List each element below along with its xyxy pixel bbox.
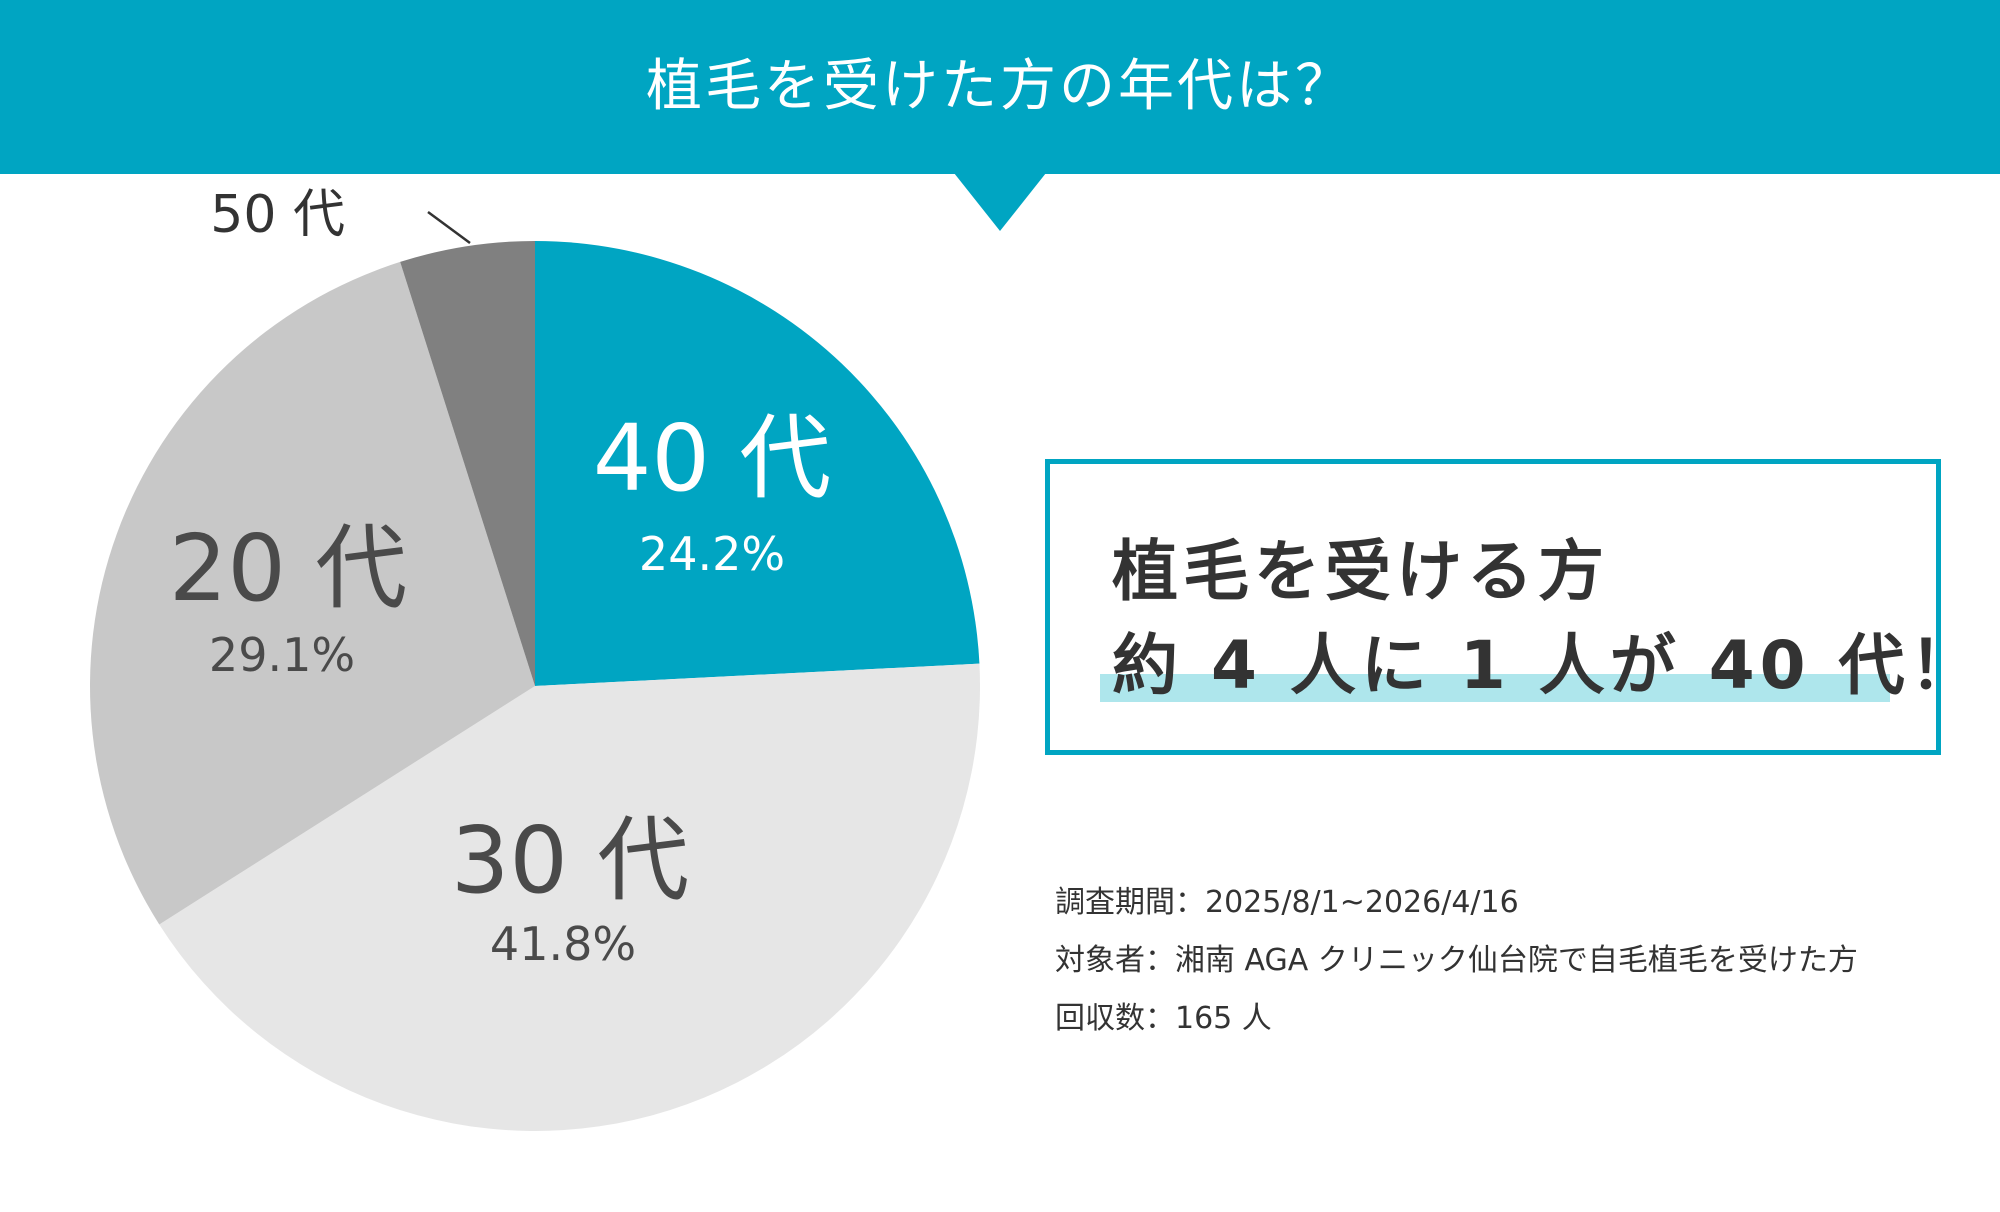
pie-slice-3 <box>400 241 535 686</box>
survey-period: 調査期間：2025/8/1~2026/4/16 <box>1055 885 1519 920</box>
pie-slice-2 <box>89 261 536 925</box>
slice-percent-2: 29.1% <box>209 628 355 682</box>
callout-line-2: 約 4 人に 1 人が 40 代！ <box>1112 627 1981 704</box>
slice-label-0: 40 代 <box>593 405 831 512</box>
callout-highlight <box>1100 674 1890 702</box>
survey-subjects: 対象者：湘南 AGA クリニック仙台院で自毛植毛を受けた方 <box>1055 943 1858 978</box>
slice-label-1: 30 代 <box>451 807 689 914</box>
slice-label-3: 50 代 <box>210 185 345 245</box>
slice-percent-1: 41.8% <box>490 917 636 971</box>
survey-info: 調査期間：2025/8/1~2026/4/16 対象者：湘南 AGA クリニック… <box>1055 874 1955 1048</box>
callout-line-1: 植毛を受ける方 <box>1112 533 1609 610</box>
header-banner <box>0 0 2000 174</box>
slice-leader-3 <box>427 210 471 245</box>
pie-slice-1 <box>159 663 981 1132</box>
slice-label-2: 20 代 <box>169 515 407 622</box>
slice-percent-0: 24.2% <box>639 527 785 581</box>
pie-slice-0 <box>535 241 980 686</box>
header-pointer <box>954 173 1046 231</box>
chart-title: 植毛を受けた方の年代は？ <box>646 54 1354 119</box>
callout-box: 植毛を受ける方 約 4 人に 1 人が 40 代！ <box>1045 459 1976 755</box>
survey-responses: 回収数：165 人 <box>1055 1001 1272 1036</box>
